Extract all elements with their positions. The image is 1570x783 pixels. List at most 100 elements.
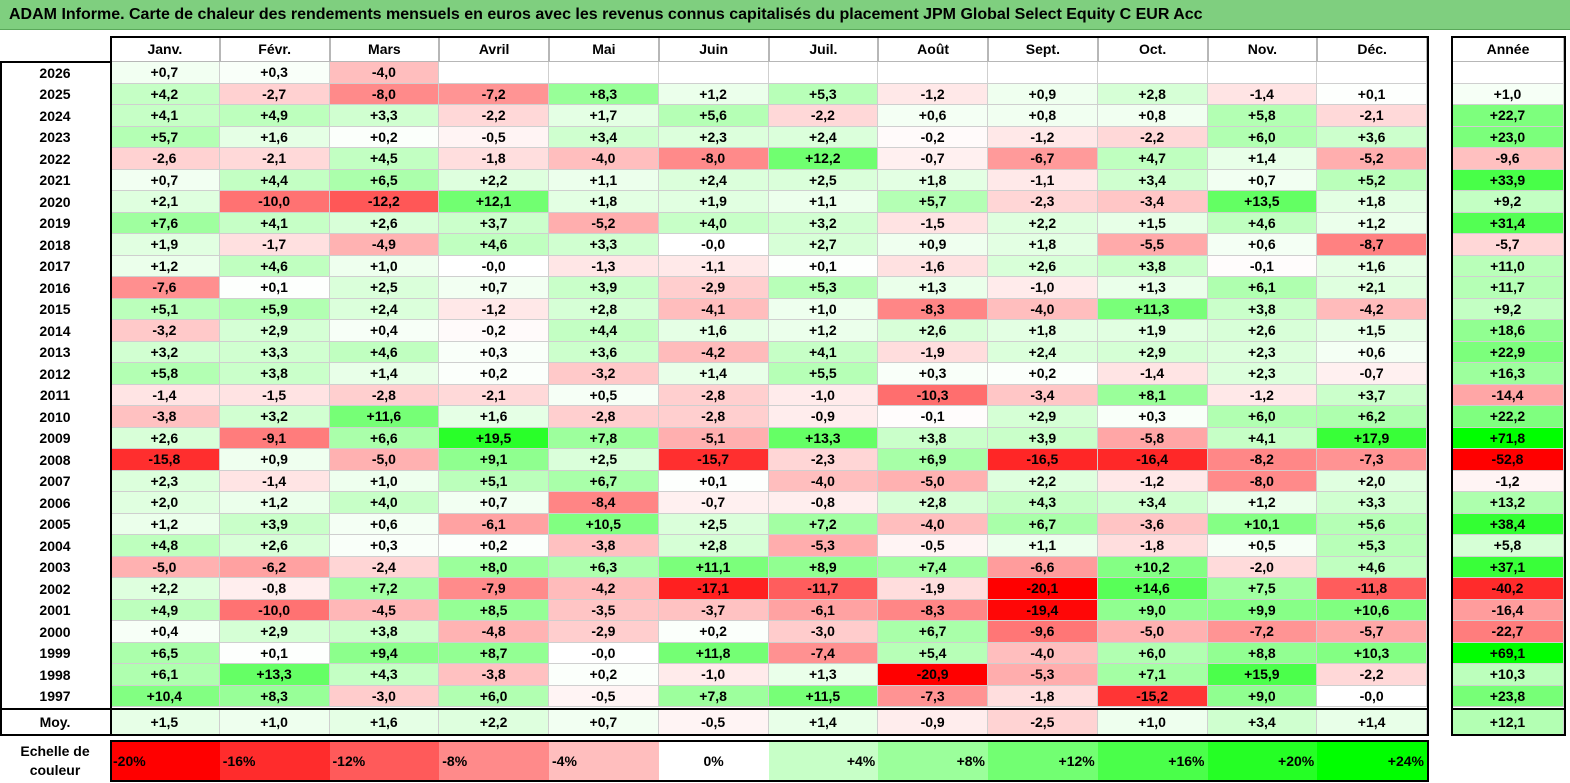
heatmap-cell: +1,9: [658, 191, 769, 213]
heatmap-cell: +3,3: [329, 105, 440, 127]
heatmap-cell: -2,1: [439, 384, 549, 406]
scale-label: Echelle de couleur: [20, 743, 90, 778]
heatmap-cell: +1,3: [768, 664, 879, 686]
heatmap-cell: +9,4: [329, 642, 440, 664]
annual-cell: -5,7: [1452, 234, 1564, 256]
average-label: Moy.: [39, 714, 71, 730]
scale-swatch: +24%: [1317, 741, 1427, 781]
heatmap-cell: +1,1: [549, 169, 659, 191]
annual-cell: +38,4: [1452, 513, 1564, 535]
heatmap-cell: +2,1: [110, 191, 220, 213]
heatmap-cell: -1,8: [988, 685, 1098, 707]
heatmap-cell: +1,6: [1317, 255, 1427, 277]
heatmap-cell: -10,3: [878, 384, 988, 406]
heatmap-cell: -3,2: [110, 320, 220, 342]
heatmap-cell: -0,5: [878, 535, 988, 557]
average-cell: +1,4: [768, 709, 879, 735]
heatmap-cell: +3,3: [219, 341, 330, 363]
heatmap-cell: +6,7: [988, 513, 1098, 535]
annual-cell: -14,4: [1452, 384, 1564, 406]
heatmap-cell: -3,8: [439, 664, 549, 686]
heatmap-cell: +6,0: [439, 685, 549, 707]
average-cell: +3,4: [1207, 709, 1318, 735]
heatmap-cell: +8,3: [549, 83, 659, 105]
heatmap-cell: -6,7: [988, 148, 1098, 170]
heatmap-cell: +2,5: [658, 513, 769, 535]
heatmap-cell: +6,1: [1207, 277, 1318, 299]
heatmap-cell: -7,2: [439, 83, 549, 105]
heatmap-cell: +6,6: [329, 427, 440, 449]
month-header: Juil.: [768, 36, 879, 62]
scale-swatch: -12%: [329, 741, 440, 781]
heatmap-cell: -8,3: [878, 298, 988, 320]
heatmap-cell: +1,6: [439, 406, 549, 428]
heatmap-cell: -0,2: [439, 320, 549, 342]
heatmap-cell: +0,2: [549, 664, 659, 686]
annual-cell: -52,8: [1452, 449, 1564, 471]
heatmap-cell: -17,1: [658, 578, 769, 600]
heatmap-cell: +0,7: [1207, 169, 1318, 191]
heatmap-cell: -2,8: [549, 406, 659, 428]
heatmap-cell: -1,2: [439, 298, 549, 320]
heatmap-cell: +8,5: [439, 599, 549, 621]
heatmap-cell: +3,2: [219, 406, 330, 428]
year-label: 1998: [39, 666, 71, 683]
scale-swatch: -16%: [219, 741, 330, 781]
heatmap-cell: +8,7: [439, 642, 549, 664]
year-label: 2001: [39, 602, 71, 619]
heatmap-cell: +5,8: [110, 363, 220, 385]
heatmap-cell: +7,2: [768, 513, 879, 535]
heatmap-cell: -0,9: [768, 406, 879, 428]
heatmap-cell: +2,9: [1097, 341, 1208, 363]
heatmap-cell: +3,9: [988, 427, 1098, 449]
heatmap-cell: +10,3: [1317, 642, 1427, 664]
chart-title: ADAM Informe. Carte de chaleur des rende…: [9, 6, 1203, 23]
heatmap-cell: -8,7: [1317, 234, 1427, 256]
heatmap-cell: [658, 62, 769, 84]
heatmap-cell: +4,7: [1097, 148, 1208, 170]
scale-swatch: -20%: [110, 741, 220, 781]
heatmap-cell: +13,3: [219, 664, 330, 686]
heatmap-cell: +1,7: [549, 105, 659, 127]
heatmap-cell: +1,2: [1317, 212, 1427, 234]
heatmap-cell: +0,9: [988, 83, 1098, 105]
heatmap-cell: -0,0: [549, 642, 659, 664]
heatmap-cell: -4,2: [1317, 298, 1427, 320]
heatmap-cell: +2,5: [549, 449, 659, 471]
year-label: 2012: [39, 365, 71, 382]
annual-cell: +23,8: [1452, 685, 1564, 707]
heatmap-cell: +4,4: [549, 320, 659, 342]
year-label: 2000: [39, 623, 71, 640]
heatmap-cell: -0,1: [878, 406, 988, 428]
year-label: 2023: [39, 129, 71, 146]
heatmap-cell: +4,9: [219, 105, 330, 127]
heatmap-cell: +1,8: [878, 169, 988, 191]
average-cell: +1,5: [110, 709, 220, 735]
heatmap-cell: +5,7: [110, 126, 220, 148]
heatmap-cell: +0,6: [878, 105, 988, 127]
heatmap-cell: +10,1: [1207, 513, 1318, 535]
heatmap-cell: +3,4: [1097, 169, 1208, 191]
heatmap-cell: -4,2: [549, 578, 659, 600]
heatmap-cell: +4,9: [110, 599, 220, 621]
heatmap-cell: +2,9: [988, 406, 1098, 428]
heatmap-cell: +2,6: [110, 427, 220, 449]
annual-cell: +69,1: [1452, 642, 1564, 664]
heatmap-cell: [1207, 62, 1318, 84]
heatmap-cell: -0,1: [1207, 255, 1318, 277]
annual-cell: +16,3: [1452, 363, 1564, 385]
heatmap-cell: -2,1: [219, 148, 330, 170]
heatmap-cell: +2,3: [1207, 363, 1318, 385]
month-header: Août: [878, 36, 988, 62]
heatmap-cell: +1,4: [1207, 148, 1318, 170]
heatmap-cell: -3,2: [549, 363, 659, 385]
heatmap-cell: +3,8: [878, 427, 988, 449]
heatmap-cell: +0,1: [658, 470, 769, 492]
month-header: Mars: [329, 36, 440, 62]
heatmap-cell: +12,2: [768, 148, 879, 170]
heatmap-cell: +11,5: [768, 685, 879, 707]
heatmap-cell: +1,5: [1097, 212, 1208, 234]
heatmap-cell: +5,1: [439, 470, 549, 492]
heatmap-cell: +1,3: [878, 277, 988, 299]
